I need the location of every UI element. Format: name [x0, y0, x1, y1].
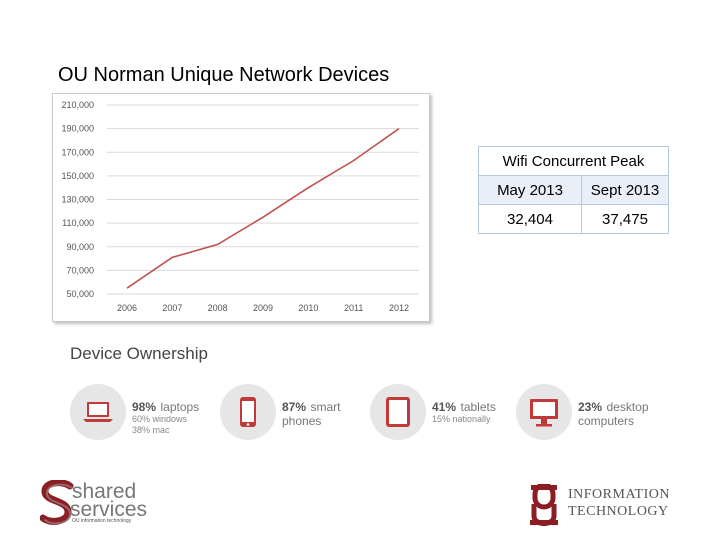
y-tick-label: 90,000 [66, 242, 94, 252]
x-tick-label: 2010 [298, 303, 318, 313]
tablets-sub: 15% nationally [432, 414, 491, 424]
phones-label: smart [310, 400, 341, 414]
wifi-table: Wifi Concurrent Peak May 2013 Sept 2013 … [478, 146, 669, 234]
wifi-may-value: 32,404 [478, 204, 582, 234]
phones-pct: 87% [282, 400, 307, 414]
desktop-label-2: computers [578, 414, 635, 428]
y-tick-label: 50,000 [66, 289, 94, 299]
tablets-label: tablets [460, 400, 496, 414]
it-line-2: TECHNOLOGY [568, 504, 669, 519]
wifi-table-header: Wifi Concurrent Peak [478, 146, 669, 176]
page-title: OU Norman Unique Network Devices [58, 64, 390, 86]
laptops-sub-windows: 60% windows [132, 414, 188, 424]
laptops-label: laptops [160, 400, 200, 414]
y-tick-label: 190,000 [61, 124, 94, 134]
laptop-icon [70, 384, 126, 440]
y-tick-label: 170,000 [61, 147, 94, 157]
wifi-col-sept-label: Sept 2013 [581, 175, 669, 205]
y-tick-label: 110,000 [62, 218, 94, 228]
chart-svg: 50,000 70,000 90,000 110,000 130,000 150,000 1… [61, 100, 419, 313]
y-tick-label: 210,000 [61, 100, 94, 110]
phones-label-2: phones [282, 414, 322, 428]
laptops-sub-mac: 38% mac [132, 425, 170, 435]
laptops-pct: 98% [132, 400, 157, 414]
y-tick-label: 130,000 [61, 195, 94, 205]
desktop-icon [516, 384, 572, 440]
shared-tagline: OU information technology [72, 518, 132, 524]
desktop-pct: 23% [578, 400, 603, 414]
tablet-icon [370, 384, 426, 440]
services-word: services [70, 498, 148, 521]
x-tick-label: 2007 [162, 303, 182, 313]
shared-s-mark-icon [40, 480, 74, 525]
smartphone-icon [220, 384, 276, 440]
shared-word: shared [72, 480, 137, 503]
series-line [126, 127, 400, 289]
shared-services-logo: shared services OU information technolog… [40, 478, 160, 526]
ownership-title: Device Ownership [70, 344, 208, 363]
x-tick-label: 2006 [117, 303, 137, 313]
wifi-col-may-label: May 2013 [478, 175, 582, 205]
x-tick-label: 2012 [389, 303, 409, 313]
tablets-pct: 41% [432, 400, 457, 414]
x-tick-label: 2011 [344, 303, 363, 313]
wifi-sept-value: 37,475 [581, 204, 669, 234]
y-tick-label: 150,000 [61, 171, 94, 181]
y-tick-label: 70,000 [66, 265, 94, 275]
x-tick-label: 2009 [253, 303, 273, 313]
ou-it-logo: INFORMATION TECHNOLOGY [528, 484, 688, 528]
it-line-1: INFORMATION [568, 487, 670, 502]
desktop-label: desktop [606, 400, 649, 414]
line-chart: 50,000 70,000 90,000 110,000 130,000 150,000 1… [52, 93, 430, 322]
ou-monogram-icon [530, 484, 558, 526]
x-tick-label: 2008 [208, 303, 228, 313]
